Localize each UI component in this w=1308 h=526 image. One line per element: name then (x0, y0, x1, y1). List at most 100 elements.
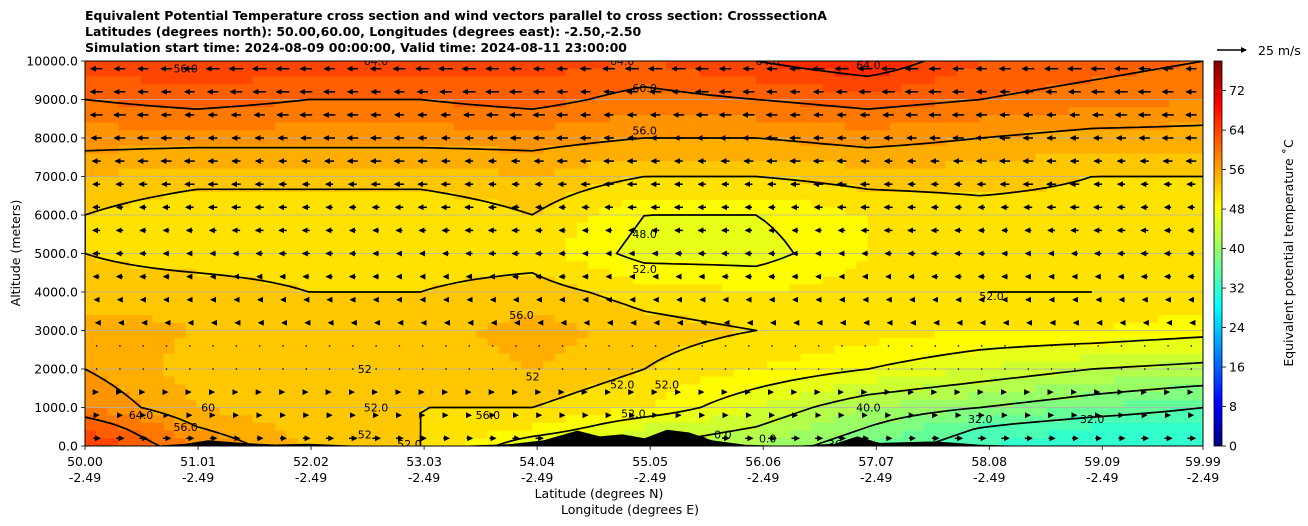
field-cell (1135, 114, 1148, 124)
field-cell (163, 184, 176, 193)
field-cell (789, 238, 802, 247)
field-cell (1012, 415, 1025, 424)
field-cell (241, 130, 254, 139)
field-cell (677, 322, 690, 332)
field-cell (297, 215, 310, 224)
field-cell (945, 299, 958, 308)
field-cell (364, 176, 377, 185)
field-cell (207, 330, 220, 339)
field-cell (632, 161, 645, 170)
field-cell (420, 222, 433, 231)
field-cell (487, 284, 500, 293)
field-cell (688, 284, 701, 293)
field-cell (364, 207, 377, 216)
field-cell (509, 415, 522, 424)
field-cell (688, 299, 701, 308)
field-cell (96, 138, 108, 147)
field-cell (733, 138, 746, 147)
field-cell (778, 114, 790, 124)
field-cell (565, 361, 578, 370)
field-cell (409, 238, 421, 247)
field-cell (185, 91, 198, 101)
field-cell (957, 322, 969, 332)
field-cell (990, 415, 1003, 424)
field-cell (1035, 230, 1048, 239)
field-cell (666, 345, 679, 355)
field-cell (822, 284, 835, 293)
field-cell (543, 68, 556, 77)
field-cell (185, 392, 198, 401)
field-cell (867, 176, 880, 185)
field-cell (509, 330, 522, 339)
field-cell (420, 399, 433, 409)
field-cell (621, 153, 634, 162)
field-cell (420, 122, 433, 131)
field-cell (207, 369, 220, 378)
field-cell (442, 338, 455, 347)
field-cell (1147, 253, 1159, 262)
field-cell (1135, 407, 1148, 416)
field-cell (476, 222, 489, 231)
field-cell (353, 299, 366, 308)
field-cell (856, 292, 869, 301)
field-cell (1012, 376, 1025, 385)
field-cell (96, 122, 108, 131)
field-cell (733, 84, 746, 93)
field-cell (275, 199, 287, 208)
field-cell (856, 361, 869, 370)
field-cell (442, 253, 455, 262)
field-cell (476, 253, 489, 262)
field-cell (979, 261, 992, 270)
field-cell (822, 376, 835, 385)
field-cell (476, 199, 489, 208)
field-cell (901, 245, 913, 255)
field-cell (990, 353, 1003, 362)
field-cell (811, 76, 824, 85)
field-cell (766, 438, 779, 446)
field-cell (610, 261, 623, 270)
field-cell (699, 184, 712, 193)
field-cell (230, 114, 243, 124)
field-cell (856, 199, 869, 208)
field-cell (398, 361, 410, 370)
field-cell (889, 261, 902, 270)
field-cell (1024, 345, 1036, 355)
field-cell (118, 384, 131, 393)
field-cell (1057, 245, 1070, 255)
field-cell (398, 91, 410, 101)
field-cell (398, 114, 410, 124)
field-cell (1068, 99, 1081, 108)
field-cell (957, 84, 969, 93)
field-cell (152, 345, 164, 355)
chart-title-line-1: Equivalent Potential Temperature cross s… (85, 8, 827, 23)
field-cell (811, 238, 824, 247)
field-cell (1124, 430, 1137, 439)
field-cell (1102, 369, 1115, 378)
field-cell (688, 191, 701, 201)
field-cell (185, 107, 198, 116)
field-cell (1001, 176, 1014, 185)
field-cell (286, 199, 299, 208)
field-cell (912, 230, 925, 239)
field-cell (1158, 422, 1171, 432)
field-cell (1191, 199, 1203, 208)
field-cell (834, 138, 846, 147)
field-cell (856, 176, 869, 185)
field-cell (1012, 207, 1025, 216)
field-cell (934, 299, 947, 308)
field-cell (308, 184, 321, 193)
field-cell (465, 161, 477, 170)
field-cell (722, 161, 735, 170)
field-cell (755, 345, 768, 355)
field-cell (968, 268, 980, 278)
field-cell (230, 199, 243, 208)
field-cell (85, 307, 97, 316)
field-cell (957, 430, 969, 439)
field-cell (957, 61, 969, 70)
field-cell (465, 230, 477, 239)
field-cell (185, 138, 198, 147)
field-cell (107, 376, 120, 385)
field-cell (778, 315, 790, 324)
field-cell (275, 61, 287, 70)
field-cell (744, 376, 757, 385)
